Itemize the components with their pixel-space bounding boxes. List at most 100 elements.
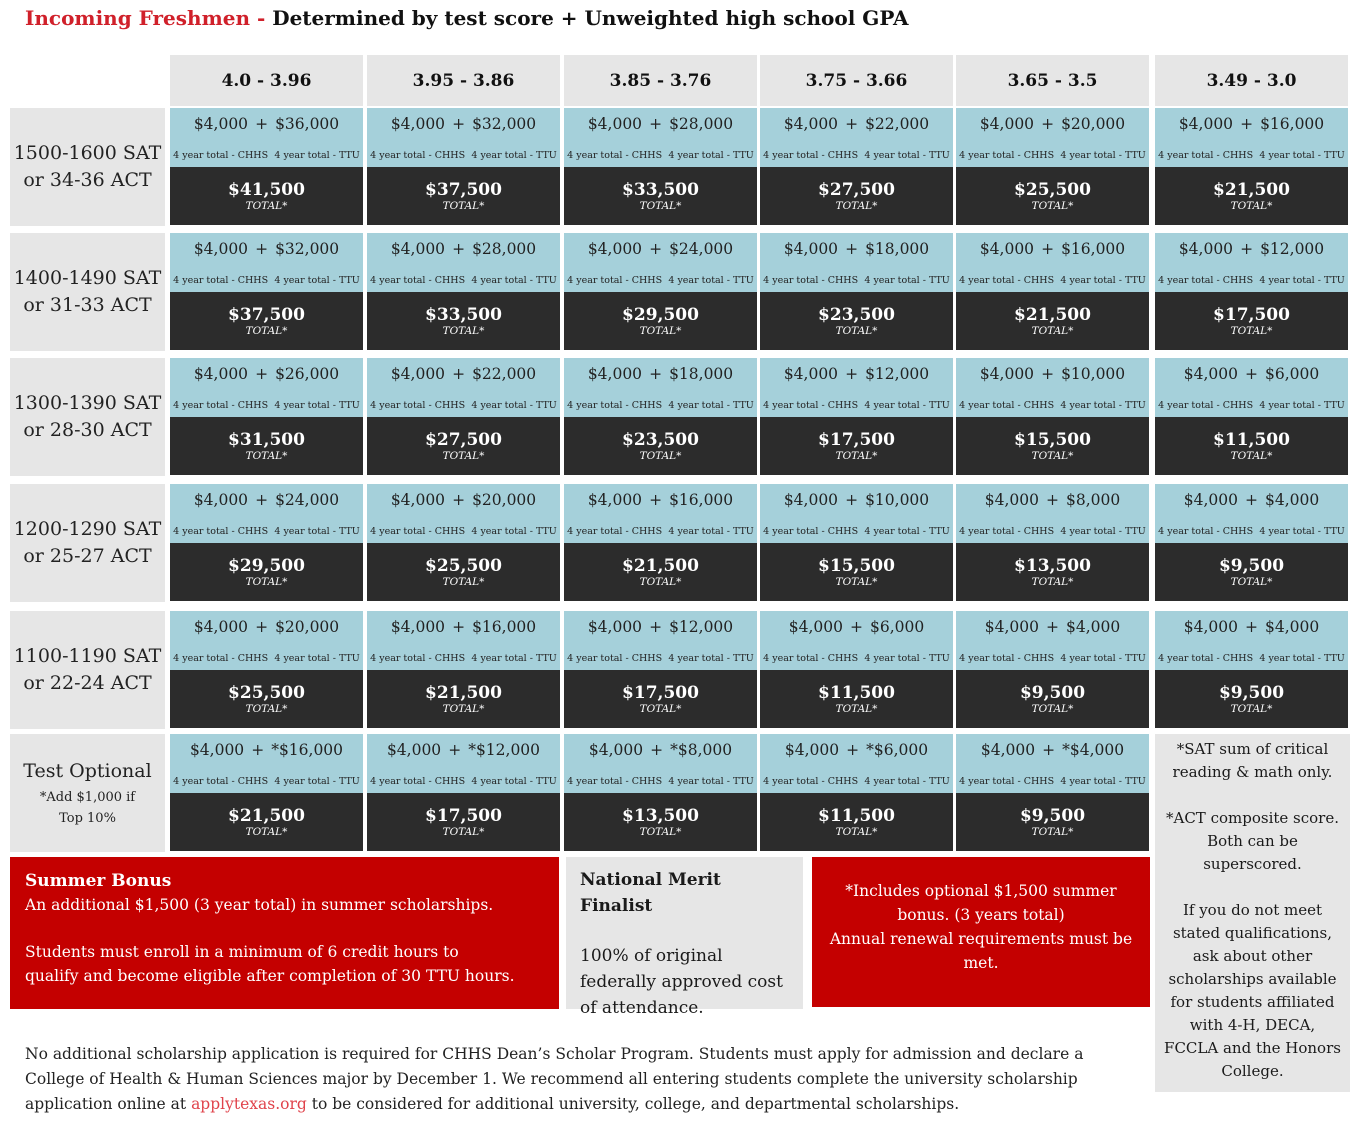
award-breakdown: $4,000 + $12,000 4 year total - CHHS 4 year … bbox=[760, 358, 953, 417]
award-total: $29,500 TOTAL* bbox=[564, 292, 757, 350]
award-amounts: $4,000 + $32,000 bbox=[367, 115, 560, 133]
chhs-label: 4 year total - CHHS bbox=[370, 400, 466, 411]
plus-sign: + bbox=[845, 365, 859, 383]
ttu-label: 4 year total - TTU bbox=[274, 275, 360, 286]
chhs-label: 4 year total - CHHS bbox=[567, 776, 663, 787]
plus-sign: + bbox=[1240, 240, 1254, 258]
award-labels: 4 year total - CHHS 4 year total - TTU bbox=[170, 275, 363, 286]
total-amount: $23,500 bbox=[818, 304, 895, 325]
chhs-label: 4 year total - CHHS bbox=[1158, 400, 1254, 411]
award-amounts: $4,000 + $18,000 bbox=[760, 240, 953, 258]
title-prefix: Incoming Freshmen - bbox=[25, 6, 273, 30]
award-breakdown: $4,000 + $4,000 4 year total - CHHS 4 year t… bbox=[956, 611, 1149, 670]
award-amounts: $4,000 + $12,000 bbox=[564, 618, 757, 636]
act-range: or 28-30 ACT bbox=[23, 419, 152, 441]
chhs-amount: $4,000 bbox=[1183, 491, 1238, 509]
chhs-amount: $4,000 bbox=[587, 240, 643, 258]
award-amounts: $4,000 + $12,000 bbox=[1155, 240, 1348, 258]
ttu-amount: $6,000 bbox=[1265, 365, 1320, 383]
act-range: or 34-36 ACT bbox=[23, 169, 152, 191]
total-amount: $9,500 bbox=[1019, 682, 1086, 703]
total-amount: $37,500 bbox=[425, 179, 502, 200]
other-scholarships-note: If you do not meet stated qualifications… bbox=[1164, 901, 1341, 1080]
total-caption: TOTAL* bbox=[835, 825, 878, 838]
award-total: $37,500 TOTAL* bbox=[170, 292, 363, 350]
award-labels: 4 year total - CHHS 4 year total - TTU bbox=[564, 526, 757, 537]
plus-sign: + bbox=[255, 240, 269, 258]
total-caption: TOTAL* bbox=[442, 702, 485, 715]
ttu-label: 4 year total - TTU bbox=[864, 653, 950, 664]
total-caption: TOTAL* bbox=[245, 825, 288, 838]
footer-text-before: No additional scholarship application is… bbox=[25, 1045, 1084, 1113]
ttu-amount: $32,000 bbox=[275, 240, 340, 258]
total-amount: $23,500 bbox=[622, 429, 699, 450]
total-caption: TOTAL* bbox=[1031, 575, 1074, 588]
award-breakdown: $4,000 + $12,000 4 year total - CHHS 4 year … bbox=[1155, 233, 1348, 292]
ttu-label: 4 year total - TTU bbox=[471, 526, 557, 537]
total-amount: $11,500 bbox=[818, 682, 895, 703]
award-total: $21,500 TOTAL* bbox=[564, 543, 757, 601]
chhs-label: 4 year total - CHHS bbox=[959, 776, 1055, 787]
includes-note-box: *Includes optional $1,500 summer bonus. … bbox=[812, 857, 1150, 1007]
applytexas-link[interactable]: applytexas.org bbox=[191, 1095, 307, 1113]
test-optional-note: *Add $1,000 if Top 10% bbox=[39, 789, 136, 826]
ttu-label: 4 year total - TTU bbox=[668, 653, 754, 664]
award-breakdown: $4,000 + $16,000 4 year total - CHHS 4 year … bbox=[367, 611, 560, 670]
award-amounts: $4,000 + $36,000 bbox=[170, 115, 363, 133]
chhs-label: 4 year total - CHHS bbox=[173, 400, 269, 411]
award-amounts: $4,000 + $4,000 bbox=[956, 618, 1149, 636]
chhs-amount: $4,000 bbox=[783, 491, 839, 509]
plus-sign: + bbox=[1245, 491, 1258, 509]
award-amounts: $4,000 + $20,000 bbox=[367, 491, 560, 509]
plus-sign: + bbox=[251, 741, 265, 759]
chhs-label: 4 year total - CHHS bbox=[763, 275, 859, 286]
total-caption: TOTAL* bbox=[442, 575, 485, 588]
ttu-amount: $20,000 bbox=[472, 491, 537, 509]
chhs-label: 4 year total - CHHS bbox=[370, 653, 466, 664]
total-amount: $13,500 bbox=[622, 805, 699, 826]
ttu-amount: $24,000 bbox=[669, 240, 734, 258]
award-labels: 4 year total - CHHS 4 year total - TTU bbox=[1155, 526, 1348, 537]
award-breakdown: $4,000 + $4,000 4 year total - CHHS 4 year t… bbox=[1155, 611, 1348, 670]
ttu-label: 4 year total - TTU bbox=[864, 275, 950, 286]
ttu-label: 4 year total - TTU bbox=[1259, 150, 1345, 161]
total-amount: $11,500 bbox=[818, 805, 895, 826]
ttu-label: 4 year total - TTU bbox=[274, 526, 360, 537]
chhs-amount: $4,000 bbox=[587, 115, 643, 133]
chhs-amount: $4,000 bbox=[390, 115, 446, 133]
ttu-amount: *$4,000 bbox=[1062, 741, 1125, 759]
chhs-amount: $4,000 bbox=[979, 240, 1035, 258]
chhs-amount: $4,000 bbox=[189, 741, 245, 759]
total-amount: $27,500 bbox=[818, 179, 895, 200]
national-merit-heading: National Merit Finalist bbox=[580, 870, 721, 916]
award-total: $9,500 TOTAL* bbox=[1155, 670, 1348, 728]
footer-text: No additional scholarship application is… bbox=[25, 1042, 1115, 1117]
award-amounts: $4,000 + $6,000 bbox=[1155, 365, 1348, 383]
score-range: 1300-1390 SAT bbox=[13, 392, 162, 414]
ttu-label: 4 year total - TTU bbox=[668, 275, 754, 286]
plus-sign: + bbox=[649, 115, 663, 133]
award-total: $33,500 TOTAL* bbox=[367, 292, 560, 350]
award-total: $15,500 TOTAL* bbox=[956, 417, 1149, 475]
plus-sign: + bbox=[452, 618, 466, 636]
award-breakdown: $4,000 + $26,000 4 year total - CHHS 4 year … bbox=[170, 358, 363, 417]
award-amounts: $4,000 + $16,000 bbox=[956, 240, 1149, 258]
award-total: $11,500 TOTAL* bbox=[760, 670, 953, 728]
plus-sign: + bbox=[845, 491, 859, 509]
chhs-amount: $4,000 bbox=[193, 491, 249, 509]
plus-sign: + bbox=[1041, 115, 1055, 133]
ttu-amount: $12,000 bbox=[865, 365, 930, 383]
total-caption: TOTAL* bbox=[1230, 199, 1273, 212]
award-breakdown: $4,000 + $22,000 4 year total - CHHS 4 year … bbox=[760, 108, 953, 167]
ttu-label: 4 year total - TTU bbox=[668, 150, 754, 161]
award-breakdown: $4,000 + $16,000 4 year total - CHHS 4 year … bbox=[1155, 108, 1348, 167]
award-amounts: $4,000 + $8,000 bbox=[956, 491, 1149, 509]
total-caption: TOTAL* bbox=[245, 702, 288, 715]
score-range: 1100-1190 SAT bbox=[13, 645, 162, 667]
ttu-amount: $16,000 bbox=[669, 491, 734, 509]
page-title: Incoming Freshmen - Determined by test s… bbox=[25, 6, 908, 30]
award-total: $31,500 TOTAL* bbox=[170, 417, 363, 475]
ttu-label: 4 year total - TTU bbox=[274, 776, 360, 787]
act-range: or 31-33 ACT bbox=[23, 294, 152, 316]
award-breakdown: $4,000 + $10,000 4 year total - CHHS 4 year … bbox=[956, 358, 1149, 417]
